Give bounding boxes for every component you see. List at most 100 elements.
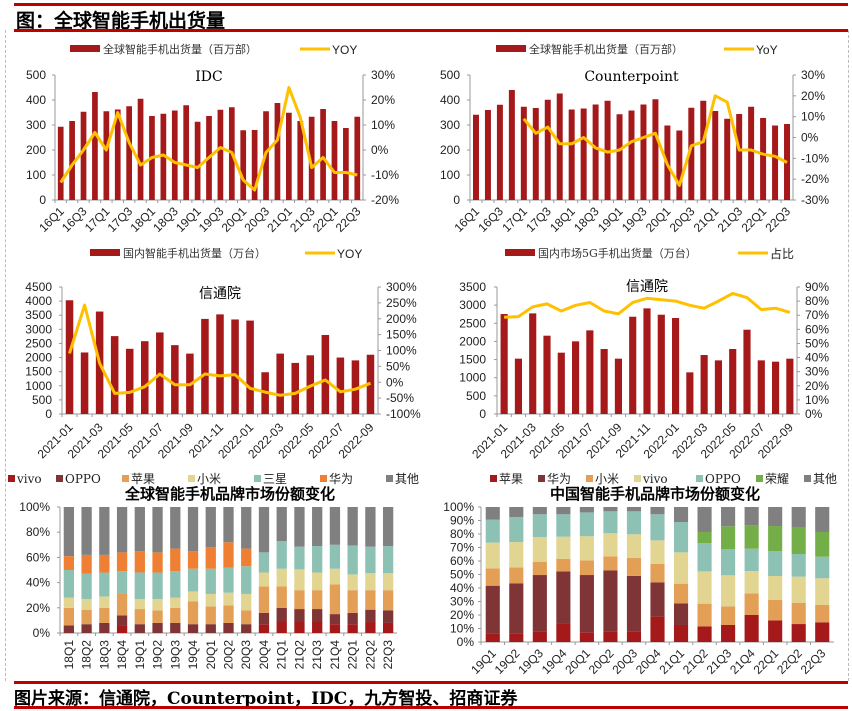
left-tick-label: 0 <box>45 407 52 421</box>
right-tick-label: 200% <box>386 312 417 326</box>
x-tick-label: 20Q4 <box>633 646 664 677</box>
stack-segment <box>116 593 128 616</box>
stack-segment <box>626 511 642 535</box>
x-tick-label: 17Q3 <box>523 204 554 235</box>
idc-shipments-chart: 全球智能手机出货量（百万部） YOY IDC 0 100 200 300 400 500 -20%… <box>26 42 399 235</box>
stack-segment <box>509 633 524 642</box>
left-tick-label: 50% <box>450 568 474 582</box>
stack-segment <box>187 551 199 569</box>
stack-segment <box>768 526 783 552</box>
stack-segment <box>152 598 163 611</box>
right-tick-label: 80% <box>805 294 829 308</box>
legend-swatch-3 <box>188 475 195 482</box>
bar <box>557 352 565 414</box>
footer-bottom-rule <box>14 706 848 709</box>
legend-swatch-0 <box>490 475 497 482</box>
x-tick-label: 19Q4 <box>539 646 570 677</box>
stack-segment <box>365 622 376 633</box>
stack-segment <box>603 631 618 642</box>
bar <box>568 109 575 200</box>
stack-segment <box>485 542 500 569</box>
stack-segment <box>382 546 394 574</box>
bar <box>320 109 326 200</box>
x-tick-label: 20Q1 <box>643 204 674 235</box>
bar <box>604 100 611 200</box>
stack-segment <box>241 610 252 625</box>
legend-swatch-bar <box>496 45 526 52</box>
stack-segment <box>509 583 524 634</box>
stack-segment <box>116 615 128 626</box>
legend-label-bar: 国内市场5G手机出货量（万台） <box>538 246 697 260</box>
stack-segment <box>485 633 500 642</box>
stack-segment <box>258 572 270 587</box>
left-tick-label: 0 <box>453 193 460 207</box>
stack-segment <box>673 552 689 584</box>
left-tick-label: 300 <box>26 118 46 132</box>
stack-segment <box>329 584 341 615</box>
left-tick-label: 2000 <box>459 334 486 348</box>
left-tick-label: 20% <box>450 608 474 622</box>
right-tick-label: 250% <box>386 296 417 310</box>
footer-top-rule <box>14 681 848 684</box>
bar <box>274 103 281 200</box>
stack-segment <box>532 507 547 515</box>
stack-segment <box>347 590 358 613</box>
bar <box>672 318 680 414</box>
stack-segment <box>697 571 712 604</box>
stack-segment <box>744 525 759 549</box>
x-tick-label: 20Q3 <box>239 640 253 670</box>
right-tick-label: 0% <box>801 131 819 145</box>
stack-segment <box>152 572 163 599</box>
left-tick-label: 1500 <box>25 365 52 379</box>
bar <box>508 90 515 200</box>
stack-segment <box>312 621 323 633</box>
x-tick-label: 21Q1 <box>264 204 295 235</box>
bar <box>724 118 731 200</box>
stack-segment <box>99 622 110 633</box>
bar <box>276 353 284 414</box>
bar <box>760 118 767 200</box>
bar <box>640 104 647 200</box>
stack-segment <box>815 556 830 579</box>
stack-segment <box>116 625 128 633</box>
x-tick-label: 18Q1 <box>127 204 158 235</box>
stack-segment <box>603 511 618 534</box>
bar <box>286 112 292 200</box>
stack-segment <box>170 507 181 549</box>
right-tick-label: 50% <box>805 336 829 350</box>
stack-segment <box>673 624 689 642</box>
stack-segment <box>721 624 736 642</box>
bar <box>354 116 361 200</box>
chart-title: IDC <box>195 69 222 85</box>
x-tick-label: 16Q3 <box>475 204 506 235</box>
stack-segment <box>365 546 376 574</box>
left-tick-label: 400 <box>440 93 460 107</box>
legend-label: 小米 <box>197 472 221 486</box>
stack-segment <box>81 609 92 625</box>
x-tick-label: 19Q1 <box>595 204 626 235</box>
stack-segment <box>347 545 358 575</box>
legend-label: vivo <box>642 472 668 486</box>
stack-segment <box>241 548 252 567</box>
stack-segment <box>187 601 199 625</box>
legend-label-bar: 全球智能手机出货量（百万部） <box>103 42 257 56</box>
stack-segment <box>791 576 806 603</box>
stack-segment <box>276 586 287 608</box>
left-tick-label: 500 <box>440 68 460 82</box>
stack-segment <box>81 598 92 610</box>
stack-segment <box>556 507 571 515</box>
stack-segment <box>63 607 75 626</box>
bar <box>171 110 178 200</box>
stack-segment <box>556 514 571 537</box>
stack-segment <box>134 609 145 625</box>
x-tick-label: 17Q1 <box>499 204 530 235</box>
x-tick-label: 19Q1 <box>133 640 147 670</box>
x-tick-label: 22Q3 <box>798 646 829 677</box>
legend-label: OPPO <box>705 472 741 486</box>
bar <box>772 125 779 200</box>
left-tick-label: 1000 <box>25 379 52 393</box>
stack-segment <box>556 571 571 624</box>
bar <box>629 316 637 414</box>
bar <box>600 349 608 414</box>
